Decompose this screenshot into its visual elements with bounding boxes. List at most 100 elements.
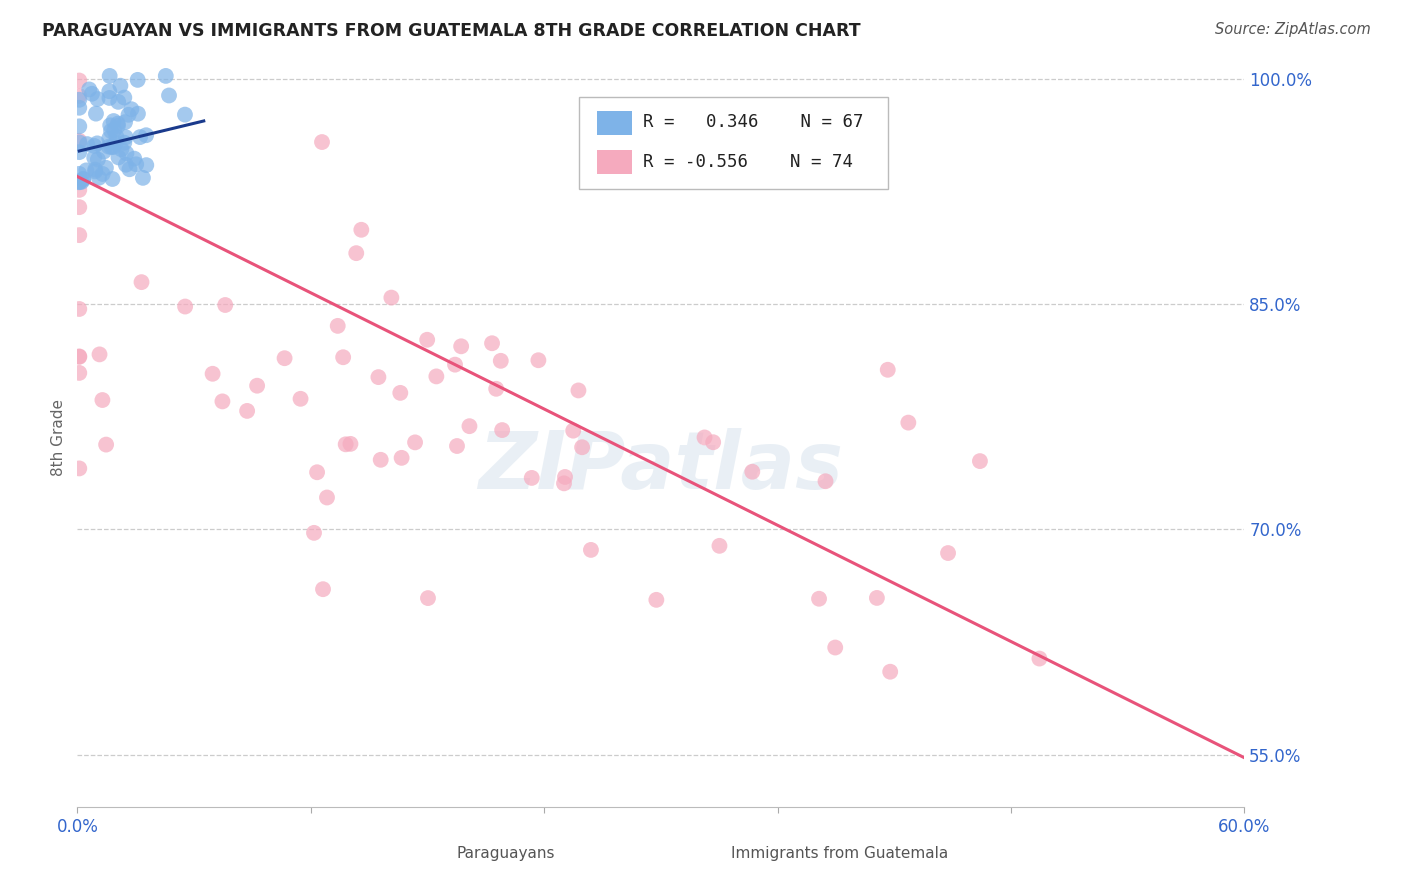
Point [246, 378, 269, 392]
Point [76, 137, 98, 152]
Point [446, 439, 468, 453]
Point [67, 101, 90, 115]
Point [312, 582, 335, 597]
Point [741, 465, 763, 479]
Point [567, 384, 589, 398]
Point [67, 461, 90, 475]
Point [112, 136, 135, 150]
Point [67, 350, 90, 364]
Point [100, 124, 122, 138]
Point [91, 167, 114, 181]
Text: Paraguayans: Paraguayans [457, 846, 555, 861]
Point [70, 175, 93, 189]
Point [124, 152, 146, 166]
Point [127, 106, 149, 120]
Point [67, 175, 90, 189]
Point [72, 172, 94, 186]
Y-axis label: 8th Grade: 8th Grade [51, 399, 66, 475]
Point [107, 95, 129, 109]
Point [84, 164, 107, 178]
Point [67, 73, 90, 87]
Point [135, 158, 157, 172]
Point [562, 424, 585, 438]
Point [709, 539, 731, 553]
Point [571, 440, 593, 454]
Point [127, 73, 149, 87]
FancyBboxPatch shape [596, 150, 631, 174]
Point [489, 354, 512, 368]
Point [391, 450, 413, 465]
Point [67, 134, 90, 148]
Text: Source: ZipAtlas.com: Source: ZipAtlas.com [1215, 22, 1371, 37]
Point [125, 157, 148, 171]
Point [527, 353, 550, 368]
Point [808, 591, 831, 606]
Point [879, 665, 901, 679]
Text: R =   0.346    N = 67: R = 0.346 N = 67 [644, 113, 863, 131]
Point [491, 423, 513, 437]
Point [416, 333, 439, 347]
Point [98, 91, 121, 105]
Point [135, 128, 157, 143]
Point [105, 129, 128, 144]
Point [86, 136, 108, 151]
Point [83, 151, 105, 165]
FancyBboxPatch shape [696, 844, 721, 863]
Point [67, 200, 90, 214]
Point [824, 640, 846, 655]
Point [876, 363, 898, 377]
Point [115, 158, 138, 172]
Text: Immigrants from Guatemala: Immigrants from Guatemala [731, 846, 948, 861]
Point [370, 452, 392, 467]
Point [211, 394, 233, 409]
Point [485, 382, 508, 396]
Point [969, 454, 991, 468]
Point [67, 89, 90, 103]
Point [155, 69, 177, 83]
Point [67, 175, 90, 189]
Point [117, 108, 139, 122]
Point [103, 123, 125, 137]
Point [84, 106, 107, 120]
Point [425, 369, 447, 384]
FancyBboxPatch shape [579, 96, 889, 189]
Point [114, 130, 136, 145]
Point [579, 542, 602, 557]
Text: ZIPatlas: ZIPatlas [478, 427, 844, 506]
Point [98, 131, 121, 145]
Point [273, 351, 295, 366]
Point [67, 93, 90, 107]
Point [332, 350, 354, 364]
Point [67, 350, 90, 364]
Point [103, 140, 125, 154]
Point [101, 172, 124, 186]
Point [450, 339, 472, 353]
Point [67, 228, 90, 243]
Point [645, 592, 668, 607]
Point [94, 161, 117, 175]
Point [416, 591, 439, 606]
Point [98, 69, 121, 83]
Point [367, 370, 389, 384]
Point [897, 416, 920, 430]
Point [120, 102, 142, 116]
Point [404, 435, 426, 450]
Point [311, 135, 333, 149]
Text: R = -0.556    N = 74: R = -0.556 N = 74 [644, 153, 853, 170]
Point [866, 591, 889, 605]
Point [67, 167, 90, 181]
Point [214, 298, 236, 312]
Point [389, 385, 412, 400]
Point [87, 153, 110, 167]
Point [302, 525, 325, 540]
Point [104, 136, 127, 151]
Point [350, 223, 373, 237]
Point [553, 476, 575, 491]
Point [290, 392, 312, 406]
Point [481, 336, 503, 351]
Point [201, 367, 224, 381]
Point [326, 318, 349, 333]
Point [86, 92, 108, 106]
Point [307, 465, 329, 479]
Point [458, 419, 481, 434]
